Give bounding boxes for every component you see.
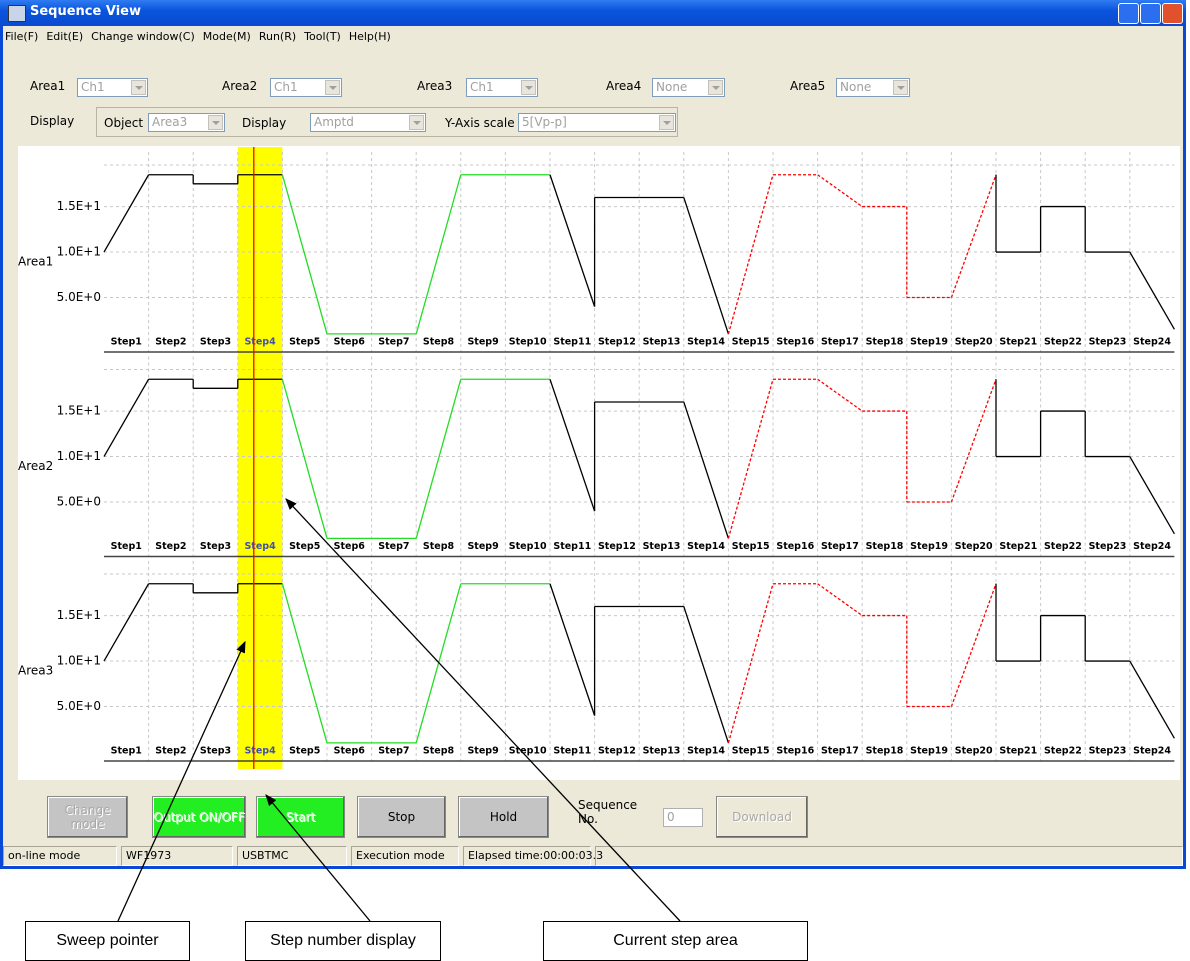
menu-item[interactable]: Tool(T) <box>304 29 341 43</box>
display-label: Display <box>30 114 75 128</box>
combo-value: Ch1 <box>274 80 298 94</box>
area-combo[interactable]: None <box>836 78 910 97</box>
combo-value: Amptd <box>314 115 354 129</box>
minimize-button[interactable] <box>1118 3 1139 24</box>
status-cell: Execution mode <box>351 846 459 866</box>
status-cell: USBTMC <box>237 846 347 866</box>
object-label: Object <box>104 116 144 130</box>
area-combo[interactable]: None <box>652 78 725 97</box>
menu-item[interactable]: Edit(E) <box>46 29 84 43</box>
yscale-label: Y-Axis scale <box>445 116 515 130</box>
area-label: Area4 <box>606 79 642 93</box>
menu-item[interactable]: Mode(M) <box>202 29 251 43</box>
display-type-label: Display <box>242 116 287 130</box>
menu-bar: File(F) Edit(E) Change window(C) Mode(M)… <box>3 27 397 45</box>
status-cell <box>595 846 1183 866</box>
button[interactable]: Hold <box>458 796 549 838</box>
combo-value: Ch1 <box>470 80 494 94</box>
client-area <box>3 26 1183 866</box>
sequence-input[interactable]: 0 <box>663 808 703 827</box>
button[interactable]: Change mode <box>47 796 128 838</box>
combo-value: None <box>656 80 688 94</box>
close-button[interactable] <box>1162 3 1183 24</box>
callout: Current step area <box>543 921 808 961</box>
yscale-combo[interactable]: 5[Vp-p] <box>518 113 676 132</box>
combo-value: Ch1 <box>81 80 105 94</box>
button[interactable]: Stop <box>357 796 446 838</box>
area-label: Area2 <box>222 79 258 93</box>
callout: Sweep pointer <box>25 921 190 961</box>
app-icon <box>8 5 26 22</box>
button[interactable]: Download <box>716 796 808 838</box>
status-cell: on-line mode <box>3 846 117 866</box>
menu-item[interactable]: Change window(C) <box>91 29 195 43</box>
sequence-value: 0 <box>667 810 675 824</box>
button[interactable]: Output ON/OFF <box>152 796 246 838</box>
callout: Step number display <box>245 921 441 961</box>
sequence-label: Sequence No. <box>578 798 638 826</box>
title-bar <box>0 0 1186 26</box>
area-combo[interactable]: Ch1 <box>77 78 148 97</box>
status-cell: Elapsed time:00:00:03.3 <box>463 846 603 866</box>
area-label: Area1 <box>30 79 66 93</box>
window-title: Sequence View <box>30 4 141 19</box>
display-group <box>96 107 678 137</box>
button[interactable]: Start <box>256 796 345 838</box>
maximize-button[interactable] <box>1140 3 1161 24</box>
menu-item[interactable]: Help(H) <box>348 29 391 43</box>
area-label: Area5 <box>790 79 826 93</box>
menu-item[interactable]: Run(R) <box>258 29 297 43</box>
combo-value: 5[Vp-p] <box>522 115 567 129</box>
combo-value: None <box>840 80 872 94</box>
display-combo[interactable]: Amptd <box>310 113 426 132</box>
status-cell: WF1973 <box>121 846 233 866</box>
menu-item[interactable]: File(F) <box>5 29 39 43</box>
area-combo[interactable]: Ch1 <box>270 78 342 97</box>
area-combo[interactable]: Ch1 <box>466 78 538 97</box>
area-label: Area3 <box>417 79 453 93</box>
object-combo[interactable]: Area3 <box>148 113 225 132</box>
combo-value: Area3 <box>152 115 188 129</box>
